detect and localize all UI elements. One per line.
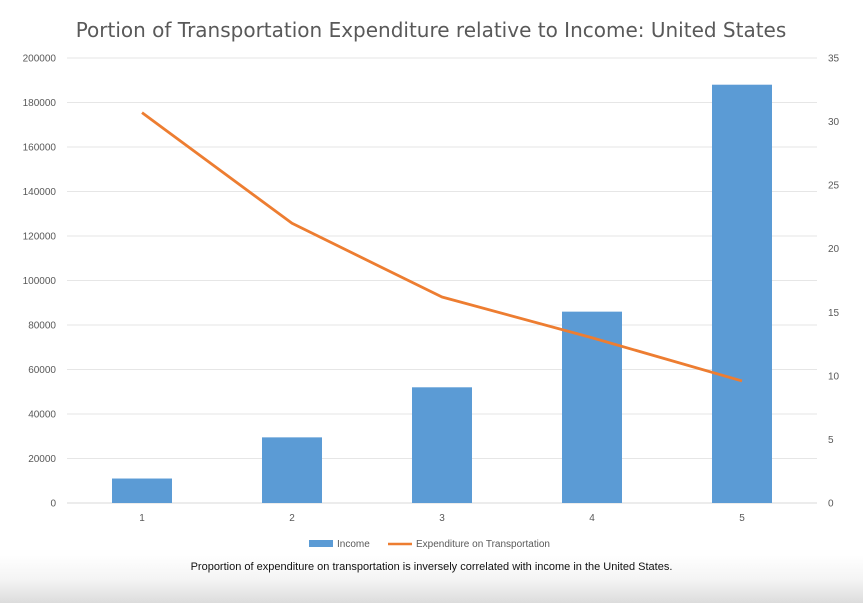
y-right-tick-label: 35 (828, 54, 840, 65)
x-tick-label: 2 (289, 513, 295, 524)
bar-income (112, 478, 172, 503)
y-right-tick-label: 10 (828, 371, 840, 382)
y-right-tick-label: 5 (828, 435, 834, 446)
bar-income (562, 311, 622, 503)
y-left-tick-label: 20000 (28, 454, 56, 465)
y-left-tick-label: 80000 (28, 321, 56, 332)
y-left-tick-label: 0 (50, 499, 56, 510)
legend-label-expenditure: Expenditure on Transportation (416, 539, 550, 550)
y-left-tick-label: 60000 (28, 365, 56, 376)
y-right-tick-label: 20 (828, 244, 840, 255)
y-right-tick-label: 30 (828, 117, 840, 128)
x-tick-label: 5 (739, 513, 745, 524)
y-left-tick-label: 200000 (23, 54, 57, 65)
y-right-tick-label: 0 (828, 499, 834, 510)
bar-income (712, 84, 772, 503)
x-tick-label: 3 (439, 513, 445, 524)
y-right-tick-label: 25 (828, 181, 840, 192)
x-tick-label: 4 (589, 513, 595, 524)
line-expenditure (141, 111, 743, 383)
caption: Proportion of expenditure on transportat… (190, 561, 673, 573)
legend-swatch-income (309, 540, 333, 547)
bar-income (262, 437, 322, 503)
legend-label-income: Income (337, 539, 370, 550)
y-left-tick-label: 100000 (23, 276, 57, 287)
legend: Income Expenditure on Transportation (309, 539, 550, 550)
y-left-tick-label: 140000 (23, 187, 57, 198)
y-left-tick-label: 120000 (23, 232, 57, 243)
combo-chart: Portion of Transportation Expenditure re… (23, 18, 840, 550)
y-right-tick-label: 15 (828, 308, 840, 319)
y-left-tick-label: 180000 (23, 98, 57, 109)
x-tick-label: 1 (139, 513, 145, 524)
y-left-tick-label: 40000 (28, 410, 56, 421)
chart-title: Portion of Transportation Expenditure re… (76, 18, 787, 42)
y-left-tick-label: 160000 (23, 143, 57, 154)
bar-income (412, 387, 472, 503)
